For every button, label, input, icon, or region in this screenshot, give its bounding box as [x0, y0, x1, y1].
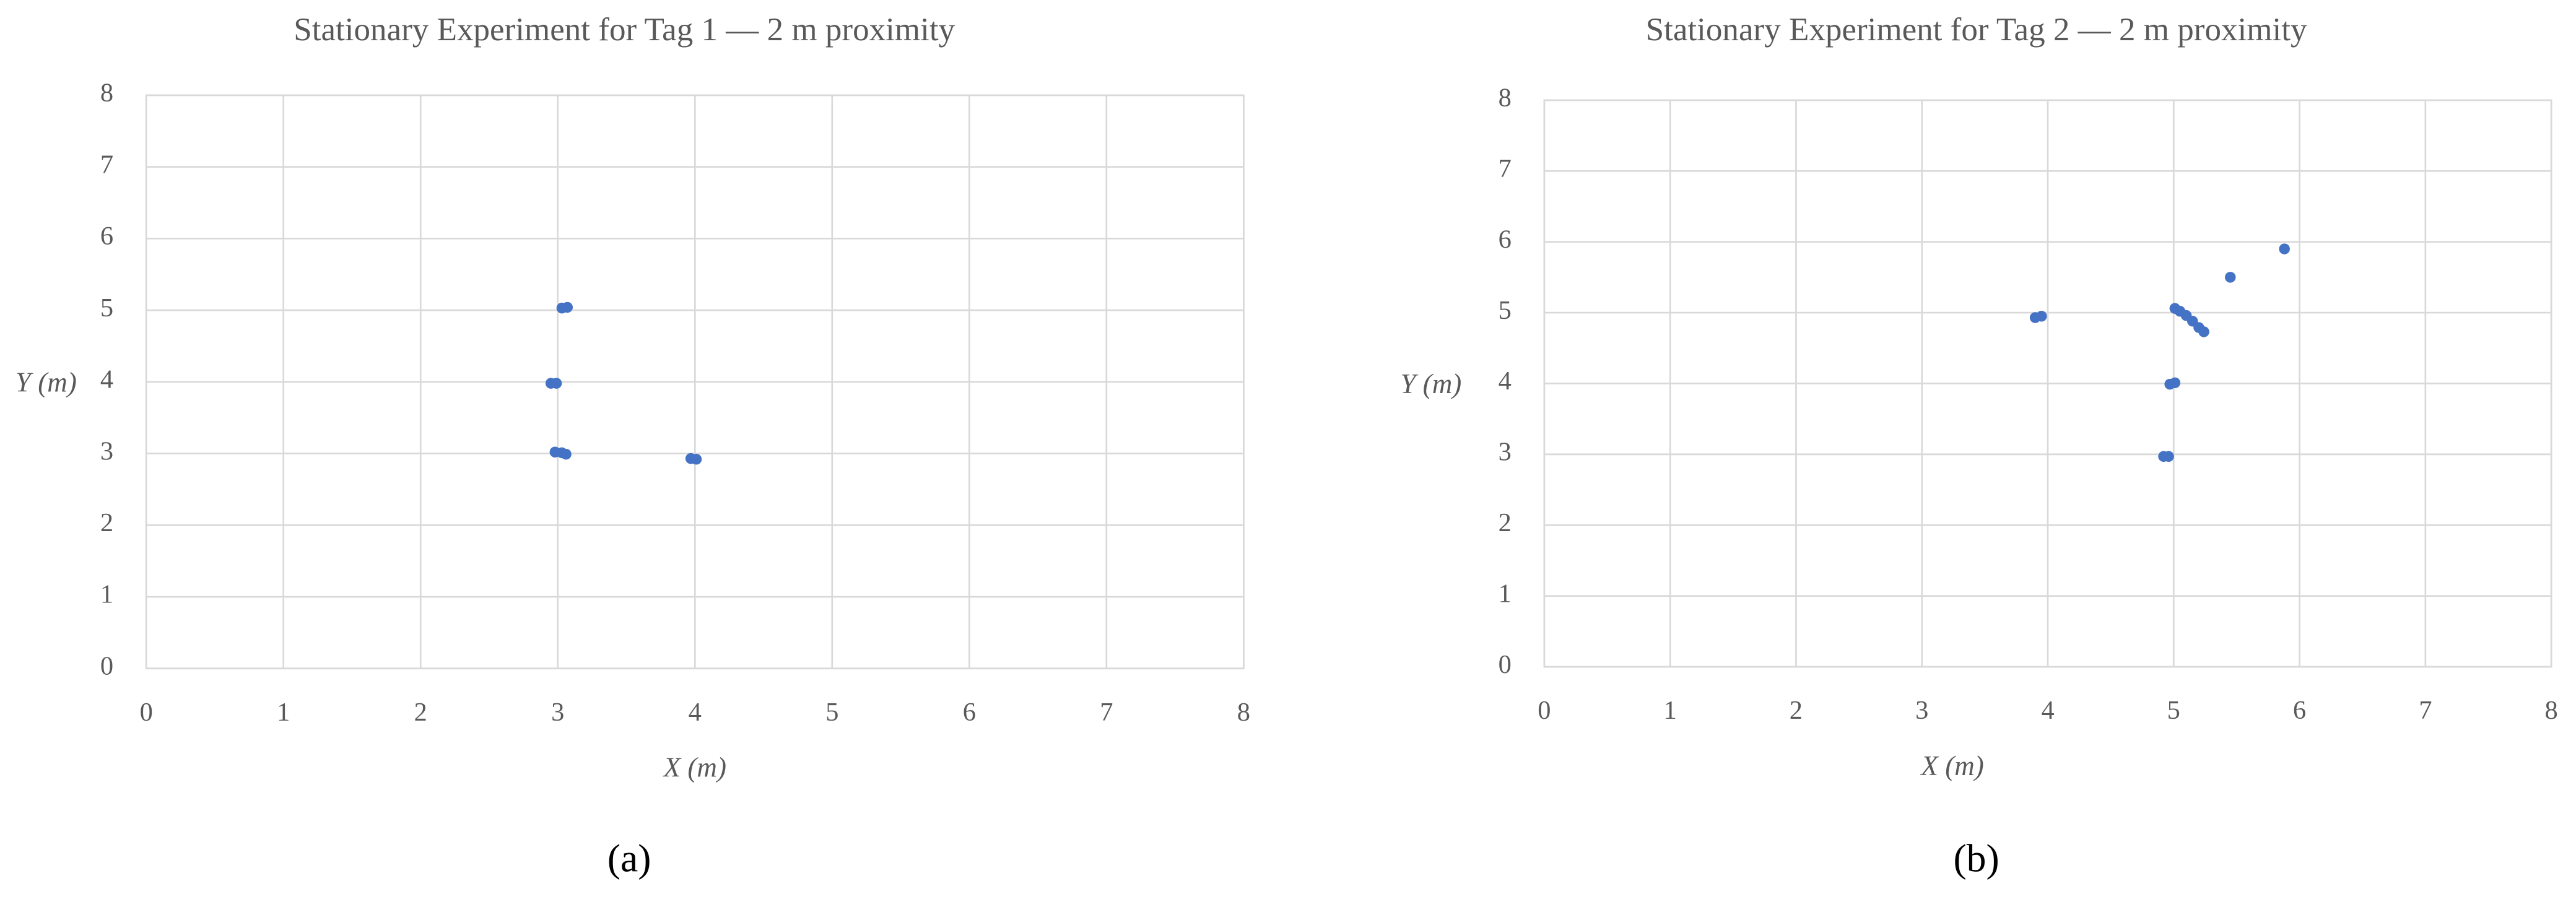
y-tick-label: 1 — [100, 580, 113, 609]
x-tick-label: 4 — [689, 698, 702, 727]
y-tick-label: 7 — [1499, 154, 1512, 183]
y-axis-label: Y (m) — [1400, 368, 1461, 399]
x-tick-label: 7 — [2419, 696, 2432, 725]
point — [550, 378, 562, 389]
x-tick-label: 6 — [963, 698, 976, 727]
y-tick-label: 8 — [100, 79, 113, 108]
y-axis-label: Y (m) — [15, 366, 77, 397]
point — [2169, 377, 2181, 389]
point — [560, 448, 572, 460]
y-tick-label: 6 — [100, 222, 113, 251]
x-tick-label: 8 — [1237, 698, 1250, 727]
x-axis-label: X (m) — [663, 752, 726, 783]
x-tick-label: 1 — [1664, 696, 1677, 725]
point — [2036, 311, 2047, 322]
y-tick-label: 4 — [1499, 366, 1512, 396]
y-tick-label: 1 — [1499, 579, 1512, 608]
x-tick-label: 2 — [414, 698, 427, 727]
x-tick-label: 3 — [1915, 696, 1928, 725]
chart-title: Stationary Experiment for Tag 2 — 2 m pr… — [1646, 12, 2307, 48]
x-tick-label: 6 — [2293, 696, 2306, 725]
y-tick-label: 8 — [1499, 84, 1512, 113]
x-tick-label: 2 — [1790, 696, 1803, 725]
point — [562, 301, 573, 313]
y-tick-label: 5 — [1499, 296, 1512, 325]
y-tick-label: 0 — [100, 651, 113, 680]
y-tick-label: 3 — [1499, 438, 1512, 467]
y-tick-label: 2 — [1499, 508, 1512, 537]
y-tick-label: 0 — [1499, 650, 1512, 679]
y-tick-label: 6 — [1499, 225, 1512, 254]
x-tick-label: 5 — [825, 698, 838, 727]
y-tick-label: 7 — [100, 150, 113, 179]
x-tick-label: 7 — [1100, 698, 1113, 727]
point — [2198, 326, 2209, 337]
x-tick-label: 3 — [551, 698, 564, 727]
x-axis-label: X (m) — [1920, 750, 1983, 781]
y-tick-label: 5 — [100, 293, 113, 323]
panel-label: (a) — [607, 836, 651, 880]
point — [2224, 272, 2236, 283]
chart-title: Stationary Experiment for Tag 1 — 2 m pr… — [294, 12, 955, 48]
x-tick-label: 5 — [2167, 696, 2180, 725]
y-tick-label: 3 — [100, 436, 113, 466]
x-tick-label: 0 — [1538, 696, 1551, 725]
x-tick-label: 1 — [277, 698, 290, 727]
x-tick-label: 0 — [140, 698, 153, 727]
x-tick-label: 8 — [2545, 696, 2558, 725]
y-tick-label: 2 — [100, 508, 113, 537]
point — [690, 454, 702, 465]
point — [2279, 243, 2290, 254]
x-tick-label: 4 — [2041, 696, 2054, 725]
point — [2163, 451, 2174, 462]
y-tick-label: 4 — [100, 365, 113, 394]
panel-label: (b) — [1953, 836, 1999, 880]
